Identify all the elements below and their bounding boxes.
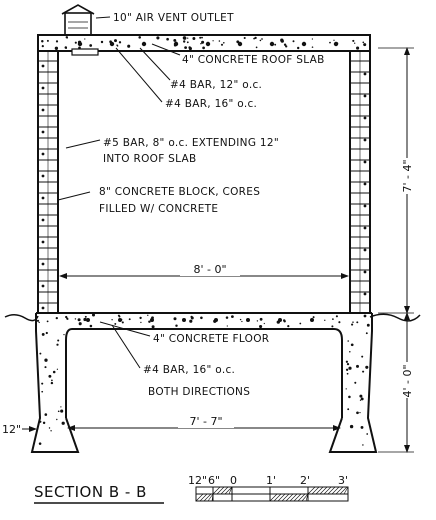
footing-span-text: 7' - 7" — [189, 415, 222, 428]
vent-label-text: 10" AIR VENT OUTLET — [113, 12, 234, 24]
wall-height-text: 7' - 4" — [401, 159, 414, 192]
wall-bar-label: #5 BAR, 8" o.c. EXTENDING 12" INTO ROOF … — [65, 137, 279, 165]
floor-label-text: 4" CONCRETE FLOOR — [153, 333, 269, 345]
right-block-wall — [349, 50, 371, 314]
air-vent — [61, 4, 95, 36]
roof-slab — [37, 34, 371, 56]
concrete-aggregate — [36, 36, 370, 446]
scale-tick-3: 1' — [266, 474, 276, 487]
section-title: SECTION B - B — [34, 483, 164, 504]
vent-label: 10" AIR VENT OUTLET — [95, 12, 234, 24]
block-label-line1: 8" CONCRETE BLOCK, CORES — [99, 186, 260, 198]
interior-width-dimension: 8' - 0" — [59, 262, 349, 279]
block-label: 8" CONCRETE BLOCK, CORES FILLED W/ CONCR… — [57, 186, 260, 215]
floor-label: 4" CONCRETE FLOOR — [99, 321, 269, 345]
wall-bar-label-line1: #5 BAR, 8" o.c. EXTENDING 12" — [103, 137, 279, 149]
bar-16-label: #4 BAR, 16" o.c. — [115, 47, 257, 110]
scale-tick-1: 6" — [208, 474, 220, 487]
footing-width-text: 12" — [2, 423, 21, 436]
footing-depth-text: 4' - 0" — [401, 364, 414, 397]
floor-and-footing — [30, 312, 378, 453]
roof-slab-label-text: 4" CONCRETE ROOF SLAB — [182, 54, 325, 66]
floor-bar-label: #4 BAR, 16" o.c. BOTH DIRECTIONS — [111, 324, 250, 398]
floor-bar-label-line1: #4 BAR, 16" o.c. — [143, 364, 235, 376]
roof-slab-label: 4" CONCRETE ROOF SLAB — [151, 43, 325, 66]
wall-bar-label-line2: INTO ROOF SLAB — [103, 153, 197, 165]
scale-tick-2: 0 — [230, 474, 237, 487]
interior-width-text: 8' - 0" — [193, 263, 226, 276]
floor-bar-label-line2: BOTH DIRECTIONS — [148, 386, 250, 398]
scale-tick-0: 12" — [188, 474, 207, 487]
section-title-text: SECTION B - B — [34, 483, 147, 501]
scale-tick-5: 3' — [338, 474, 348, 487]
bar-12-label-text: #4 BAR, 12" o.c. — [170, 79, 262, 91]
bar-16-label-text: #4 BAR, 16" o.c. — [165, 98, 257, 110]
block-label-line2: FILLED W/ CONCRETE — [99, 203, 218, 215]
footing-width-dimension: 12" — [2, 423, 37, 436]
bar-12-label: #4 BAR, 12" o.c. — [139, 47, 262, 91]
scale-bar: 12" 6" 0 1' 2' 3' — [188, 474, 349, 502]
height-dimensions: 7' - 4" 4' - 0" — [378, 47, 415, 453]
footing-span-dimension: 7' - 7" — [67, 414, 341, 431]
scale-tick-4: 2' — [300, 474, 310, 487]
left-block-wall — [37, 50, 59, 314]
